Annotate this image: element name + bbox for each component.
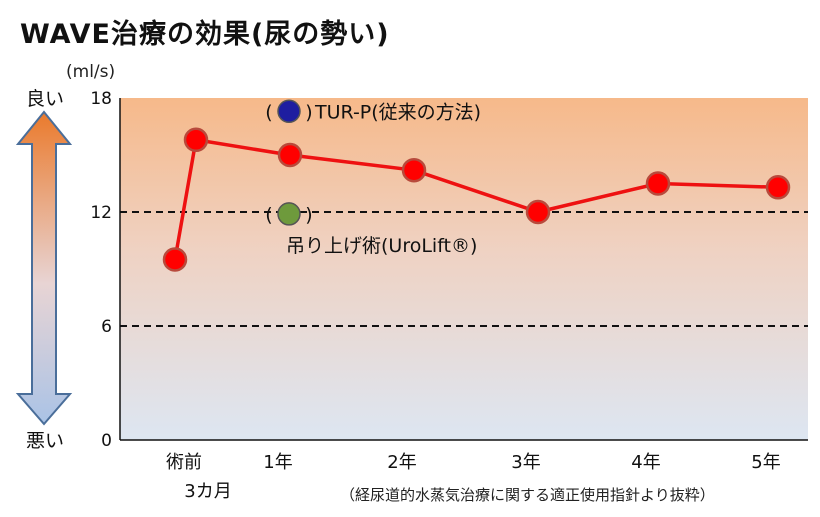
x-tick-label: 2年 — [387, 452, 416, 473]
reference-marker-1 — [277, 202, 301, 226]
reference-paren-close: ) — [305, 101, 312, 123]
y-tick-label: 12 — [90, 203, 112, 223]
y-tick-label: 0 — [101, 431, 112, 451]
data-point-6 — [765, 175, 791, 200]
good-bad-arrow — [15, 110, 73, 426]
data-point-2 — [277, 142, 303, 168]
reference-paren-close: ) — [305, 204, 312, 226]
data-point-1 — [183, 127, 209, 153]
y-tick-label: 18 — [90, 89, 112, 109]
reference-paren-open: ( — [265, 101, 272, 123]
data-point-5 — [645, 171, 671, 196]
y-tick-label: 6 — [101, 317, 112, 337]
x-tick-label: 5年 — [751, 452, 780, 473]
reference-marker-0 — [277, 99, 301, 124]
plot-area — [120, 98, 808, 440]
data-point-4 — [525, 199, 551, 225]
double-arrow-shape — [15, 110, 73, 426]
y-axis-unit: (ml/s) — [66, 62, 116, 82]
x-tick-label: 4年 — [631, 452, 660, 473]
data-point-0 — [162, 247, 188, 272]
reference-label-1: 吊り上げ術(UroLift®) — [286, 235, 477, 257]
reference-paren-open: ( — [265, 204, 272, 226]
x-tick-label: 3年 — [511, 452, 540, 473]
good-label: 良い — [26, 88, 65, 110]
data-point-3 — [401, 157, 427, 183]
chart-title: WAVE治療の効果(尿の勢い) — [20, 19, 390, 50]
bad-label: 悪い — [26, 430, 65, 452]
x-tick-label: 術前 3カ月 — [166, 452, 232, 502]
source-note: （経尿道的水蒸気治療に関する適正使用指針より抜粋） — [340, 486, 715, 504]
reference-label-0: TUR-P(従来の方法) — [314, 101, 481, 123]
x-tick-label: 1年 — [263, 452, 292, 473]
